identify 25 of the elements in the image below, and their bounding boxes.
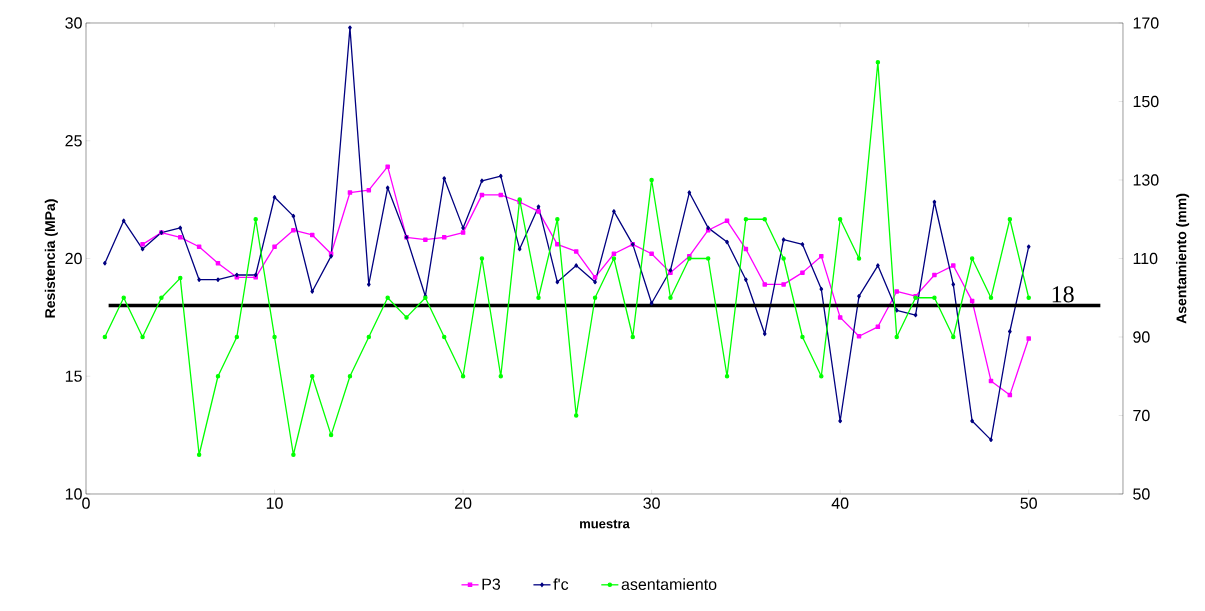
x-tick-label: 20 (454, 497, 472, 509)
y2-axis-title: Asentamiento (mm) (1176, 193, 1190, 324)
y2-tick-label: 130 (1133, 174, 1159, 186)
y-tick-label: 10 (65, 488, 82, 500)
y-tick-label: 15 (65, 370, 82, 382)
x-tick-label: 0 (82, 497, 90, 509)
x-tick-label: 10 (266, 497, 283, 509)
legend-label: f'c (553, 578, 569, 591)
y-tick-label: 30 (65, 17, 82, 29)
y2-tick-label: 170 (1133, 17, 1159, 29)
y-axis-title: Resistencia (MPa) (44, 199, 58, 318)
x-tick-label: 30 (643, 497, 660, 509)
ref-line-label: 18 (1052, 286, 1074, 303)
legend-label: P3 (482, 578, 501, 590)
y2-tick-label: 50 (1133, 488, 1150, 500)
legend-label: asentamiento (621, 578, 717, 591)
y2-tick-label: 150 (1133, 95, 1159, 108)
y-tick-label: 25 (65, 135, 82, 147)
x-tick-label: 40 (831, 497, 849, 509)
y2-tick-label: 90 (1133, 331, 1150, 343)
x-tick-label: 50 (1020, 497, 1037, 509)
y2-tick-label: 70 (1133, 409, 1150, 422)
y2-tick-label: 110 (1133, 252, 1158, 265)
y-tick-label: 20 (65, 252, 82, 265)
x-axis-title: muestra (580, 519, 630, 529)
